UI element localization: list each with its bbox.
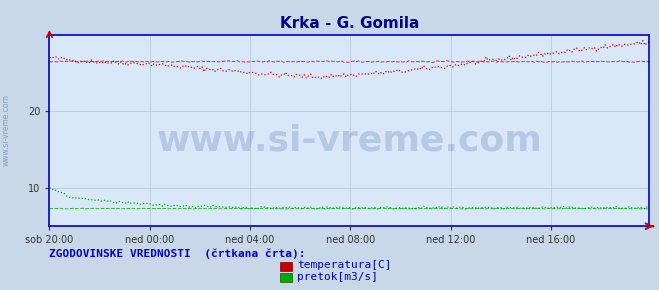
- Title: Krka - G. Gomila: Krka - G. Gomila: [279, 16, 419, 31]
- Text: ZGODOVINSKE VREDNOSTI  (črtkana črta):: ZGODOVINSKE VREDNOSTI (črtkana črta):: [49, 248, 306, 259]
- Text: temperatura[C]: temperatura[C]: [297, 260, 391, 270]
- Text: pretok[m3/s]: pretok[m3/s]: [297, 272, 378, 282]
- Text: www.si-vreme.com: www.si-vreme.com: [156, 123, 542, 157]
- Text: www.si-vreme.com: www.si-vreme.com: [2, 95, 11, 166]
